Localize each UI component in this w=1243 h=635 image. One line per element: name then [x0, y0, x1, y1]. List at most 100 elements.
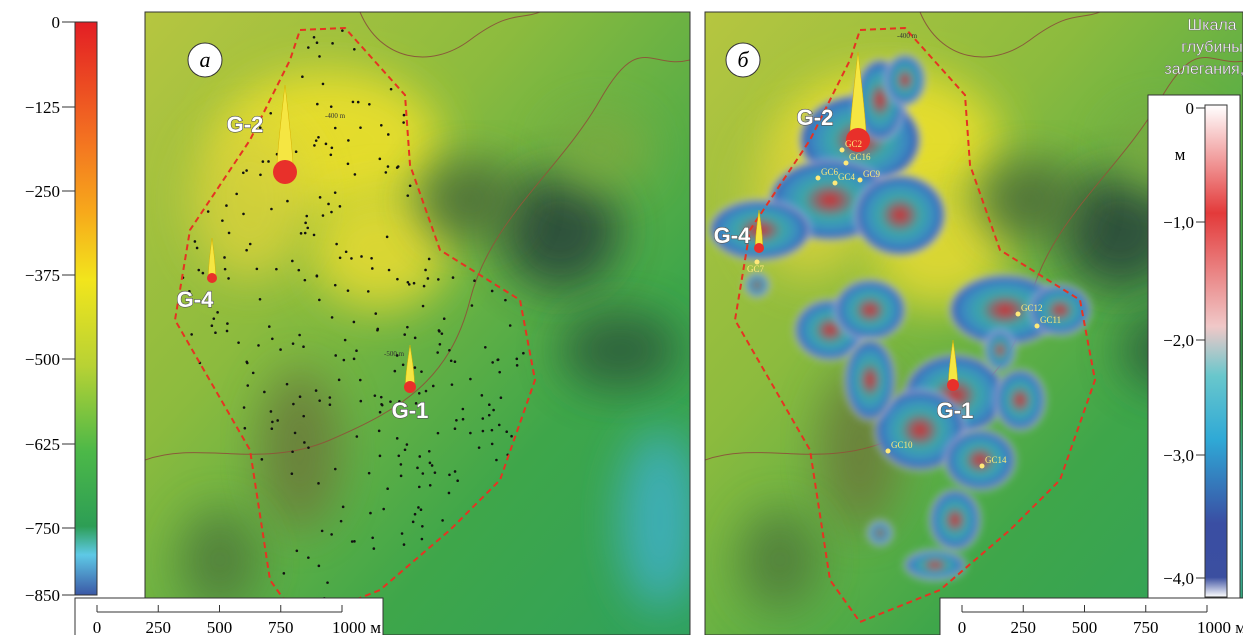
scale-label: 750: [268, 618, 294, 635]
survey-point: [283, 572, 286, 575]
survey-point: [292, 342, 295, 345]
survey-point: [416, 467, 419, 470]
survey-point: [456, 479, 459, 482]
survey-point: [256, 268, 259, 271]
survey-point: [197, 269, 200, 272]
gc-point: [840, 148, 845, 153]
scale-label: 250: [146, 618, 172, 635]
scale-title: Шкала: [1187, 17, 1236, 34]
survey-point: [396, 437, 399, 440]
terrain-shade: [190, 120, 310, 280]
survey-point: [216, 311, 219, 314]
survey-point: [291, 260, 294, 263]
survey-point: [342, 506, 345, 509]
intensity-zone: [995, 370, 1045, 430]
intensity-zone: [855, 175, 945, 255]
tick-label: −4,0: [1163, 569, 1194, 588]
survey-point: [406, 194, 409, 197]
survey-point: [226, 330, 229, 333]
survey-point: [343, 359, 346, 362]
survey-point: [397, 165, 400, 168]
survey-point: [353, 321, 356, 324]
survey-point: [224, 268, 227, 271]
gc-label: GC6: [821, 167, 839, 177]
survey-point: [335, 243, 338, 246]
survey-point: [387, 165, 390, 168]
survey-point: [400, 463, 403, 466]
survey-point: [355, 349, 358, 352]
survey-point: [341, 29, 344, 32]
intensity-zone: [885, 55, 925, 105]
survey-point: [380, 396, 383, 399]
scale-title: глубины: [1181, 39, 1242, 56]
depth-colorbar: [75, 22, 97, 595]
well-label: G-1: [392, 398, 429, 423]
survey-point: [386, 487, 389, 490]
survey-point: [403, 333, 406, 336]
survey-point: [330, 105, 333, 108]
survey-point: [263, 391, 266, 394]
intensity-zone: [868, 521, 892, 545]
survey-point: [296, 549, 299, 552]
survey-point: [304, 279, 307, 282]
gc-label: GC2: [845, 139, 862, 149]
survey-point: [228, 232, 231, 235]
survey-point: [374, 394, 377, 397]
survey-point: [496, 359, 499, 362]
survey-point: [202, 272, 205, 275]
survey-point: [420, 508, 423, 511]
survey-point: [473, 279, 476, 282]
tick-label: −375: [25, 266, 60, 285]
survey-point: [374, 312, 377, 315]
survey-point: [329, 403, 332, 406]
survey-point: [482, 430, 485, 433]
survey-point: [292, 403, 295, 406]
survey-point: [441, 332, 444, 335]
well-label: G-2: [227, 112, 264, 137]
well-marker: [754, 243, 764, 253]
survey-point: [286, 200, 289, 203]
survey-point: [269, 112, 272, 115]
survey-point: [334, 191, 337, 194]
survey-point: [318, 299, 321, 302]
survey-point: [271, 338, 274, 341]
survey-point: [294, 432, 297, 435]
survey-point: [428, 258, 431, 261]
survey-point: [454, 427, 457, 430]
survey-point: [351, 540, 354, 543]
survey-point: [409, 184, 412, 187]
survey-point: [338, 379, 341, 382]
gc-point: [980, 464, 985, 469]
survey-point: [414, 337, 417, 340]
survey-point: [484, 346, 487, 349]
scale-label: 750: [1133, 618, 1159, 635]
survey-point: [417, 506, 420, 509]
survey-point: [316, 41, 319, 44]
survey-point: [330, 533, 333, 536]
survey-point: [515, 358, 518, 361]
survey-point: [437, 432, 440, 435]
survey-point: [402, 364, 405, 367]
survey-point: [491, 290, 494, 293]
survey-point: [495, 459, 498, 462]
gc-point: [1035, 324, 1040, 329]
survey-point: [388, 269, 391, 272]
terrain-shade: [740, 510, 820, 610]
survey-point: [307, 446, 310, 449]
scale-label: 500: [1072, 618, 1098, 635]
survey-point: [429, 484, 432, 487]
survey-point: [317, 482, 320, 485]
survey-point: [196, 247, 199, 250]
survey-point: [268, 325, 271, 328]
survey-point: [270, 410, 273, 413]
survey-point: [469, 432, 472, 435]
survey-point: [408, 283, 411, 286]
survey-point: [427, 277, 430, 280]
survey-point: [223, 256, 226, 259]
contour-label: -500 m: [384, 350, 405, 358]
survey-point: [344, 339, 347, 342]
tick-label: −250: [25, 182, 60, 201]
gc-point: [886, 449, 891, 454]
survey-point: [450, 359, 453, 362]
survey-point: [368, 472, 371, 475]
